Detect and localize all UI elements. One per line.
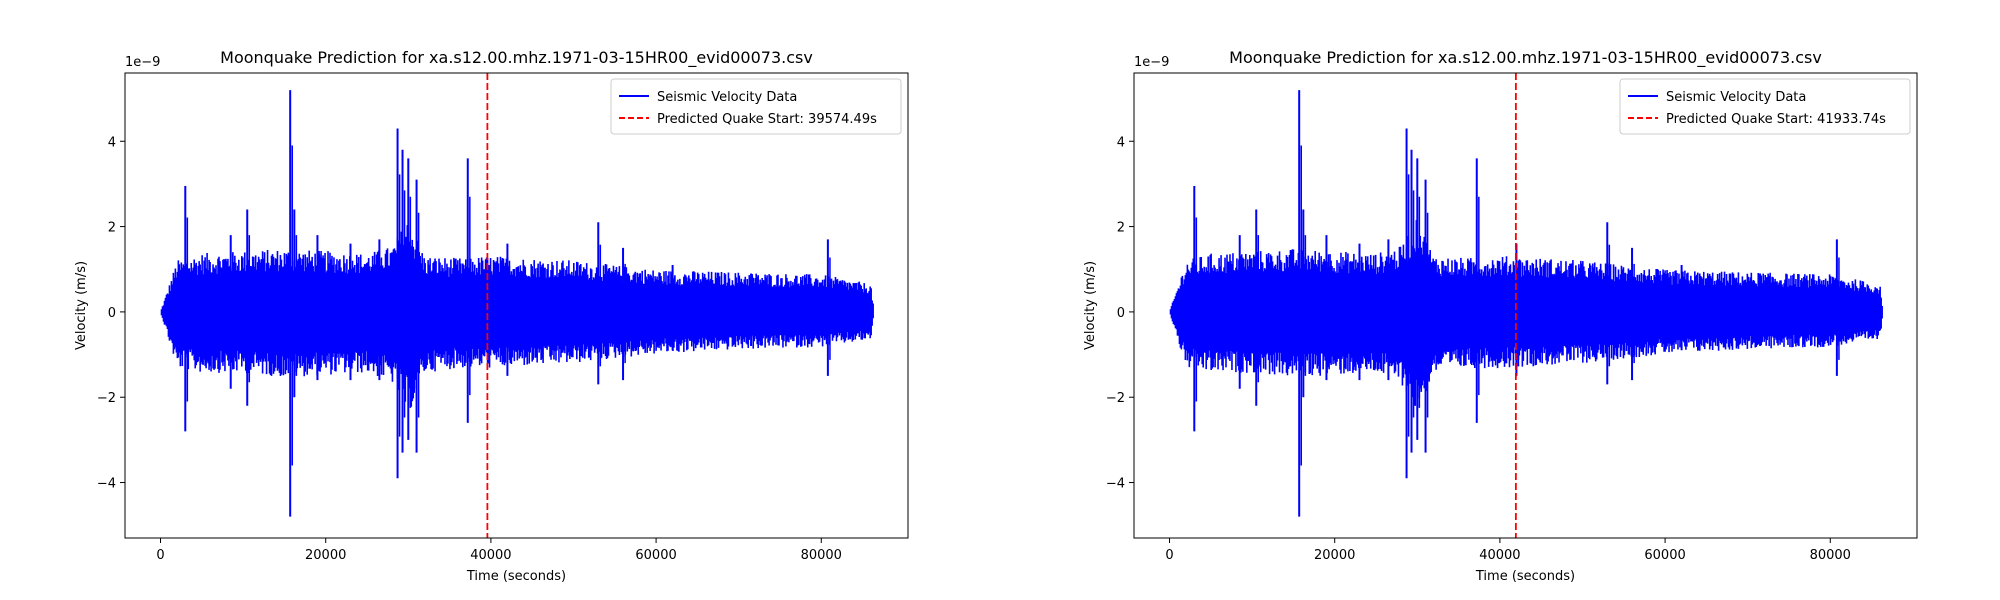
y-tick-label: 4: [108, 135, 116, 150]
x-tick-label: 20000: [305, 548, 346, 563]
y-axis-label: Velocity (m/s): [1083, 261, 1098, 350]
chart-panel-1: 0 20000 40000 60000 80000 −4 −2 0 2 4 1e−9 Moonquak…: [74, 48, 909, 584]
legend-box: [610, 78, 902, 135]
x-tick-label: 80000: [801, 548, 842, 563]
x-tick-label: 20000: [1314, 548, 1355, 563]
y-tick-label: 4: [1117, 135, 1125, 150]
y-tick-label: 2: [108, 221, 116, 236]
x-axis-label: Time (seconds): [1475, 569, 1575, 584]
x-tick-label: 40000: [1479, 548, 1520, 563]
legend: Seismic Velocity Data Predicted Quake Sta…: [610, 78, 902, 135]
y-tick-label: −2: [1106, 391, 1125, 406]
legend-entry-label: Predicted Quake Start: 41933.74s: [1666, 112, 1886, 127]
chart-panel-2: 0 20000 40000 60000 80000 −4 −2 0 2 4 1e−9 Moonquak…: [1083, 48, 1918, 584]
axes-frame: [1133, 72, 1918, 539]
x-tick-label: 40000: [470, 548, 511, 563]
legend-entry-label: Predicted Quake Start: 39574.49s: [657, 112, 877, 127]
plot-area: [160, 73, 874, 538]
x-tick-label: 60000: [635, 548, 676, 563]
seismic-trace: [160, 225, 874, 407]
x-tick-label: 60000: [1644, 548, 1685, 563]
legend: Seismic Velocity Data Predicted Quake Sta…: [1619, 78, 1911, 135]
plot-area: [1169, 73, 1883, 538]
y-tick-label: −4: [1106, 477, 1125, 492]
y-tick-label: −2: [97, 391, 116, 406]
y-tick-label: −4: [97, 477, 116, 492]
chart-title: Moonquake Prediction for xa.s12.00.mhz.1…: [220, 48, 813, 68]
axes-frame: [124, 72, 909, 539]
y-tick-label: 0: [108, 306, 116, 321]
legend-entry-label: Seismic Velocity Data: [657, 90, 797, 105]
x-tick-label: 80000: [1810, 548, 1851, 563]
chart-title: Moonquake Prediction for xa.s12.00.mhz.1…: [1229, 48, 1822, 68]
y-axis-scale-label: 1e−9: [1134, 55, 1169, 70]
x-axis-label: Time (seconds): [466, 569, 566, 584]
legend-box: [1619, 78, 1911, 135]
legend-entry-label: Seismic Velocity Data: [1666, 90, 1806, 105]
x-tick-label: 0: [156, 548, 164, 563]
y-axis-label: Velocity (m/s): [74, 261, 89, 350]
y-axis-scale-label: 1e−9: [125, 55, 160, 70]
y-tick-label: 0: [1117, 306, 1125, 321]
seismic-trace: [1169, 220, 1883, 410]
y-tick-label: 2: [1117, 221, 1125, 236]
x-tick-label: 0: [1165, 548, 1173, 563]
